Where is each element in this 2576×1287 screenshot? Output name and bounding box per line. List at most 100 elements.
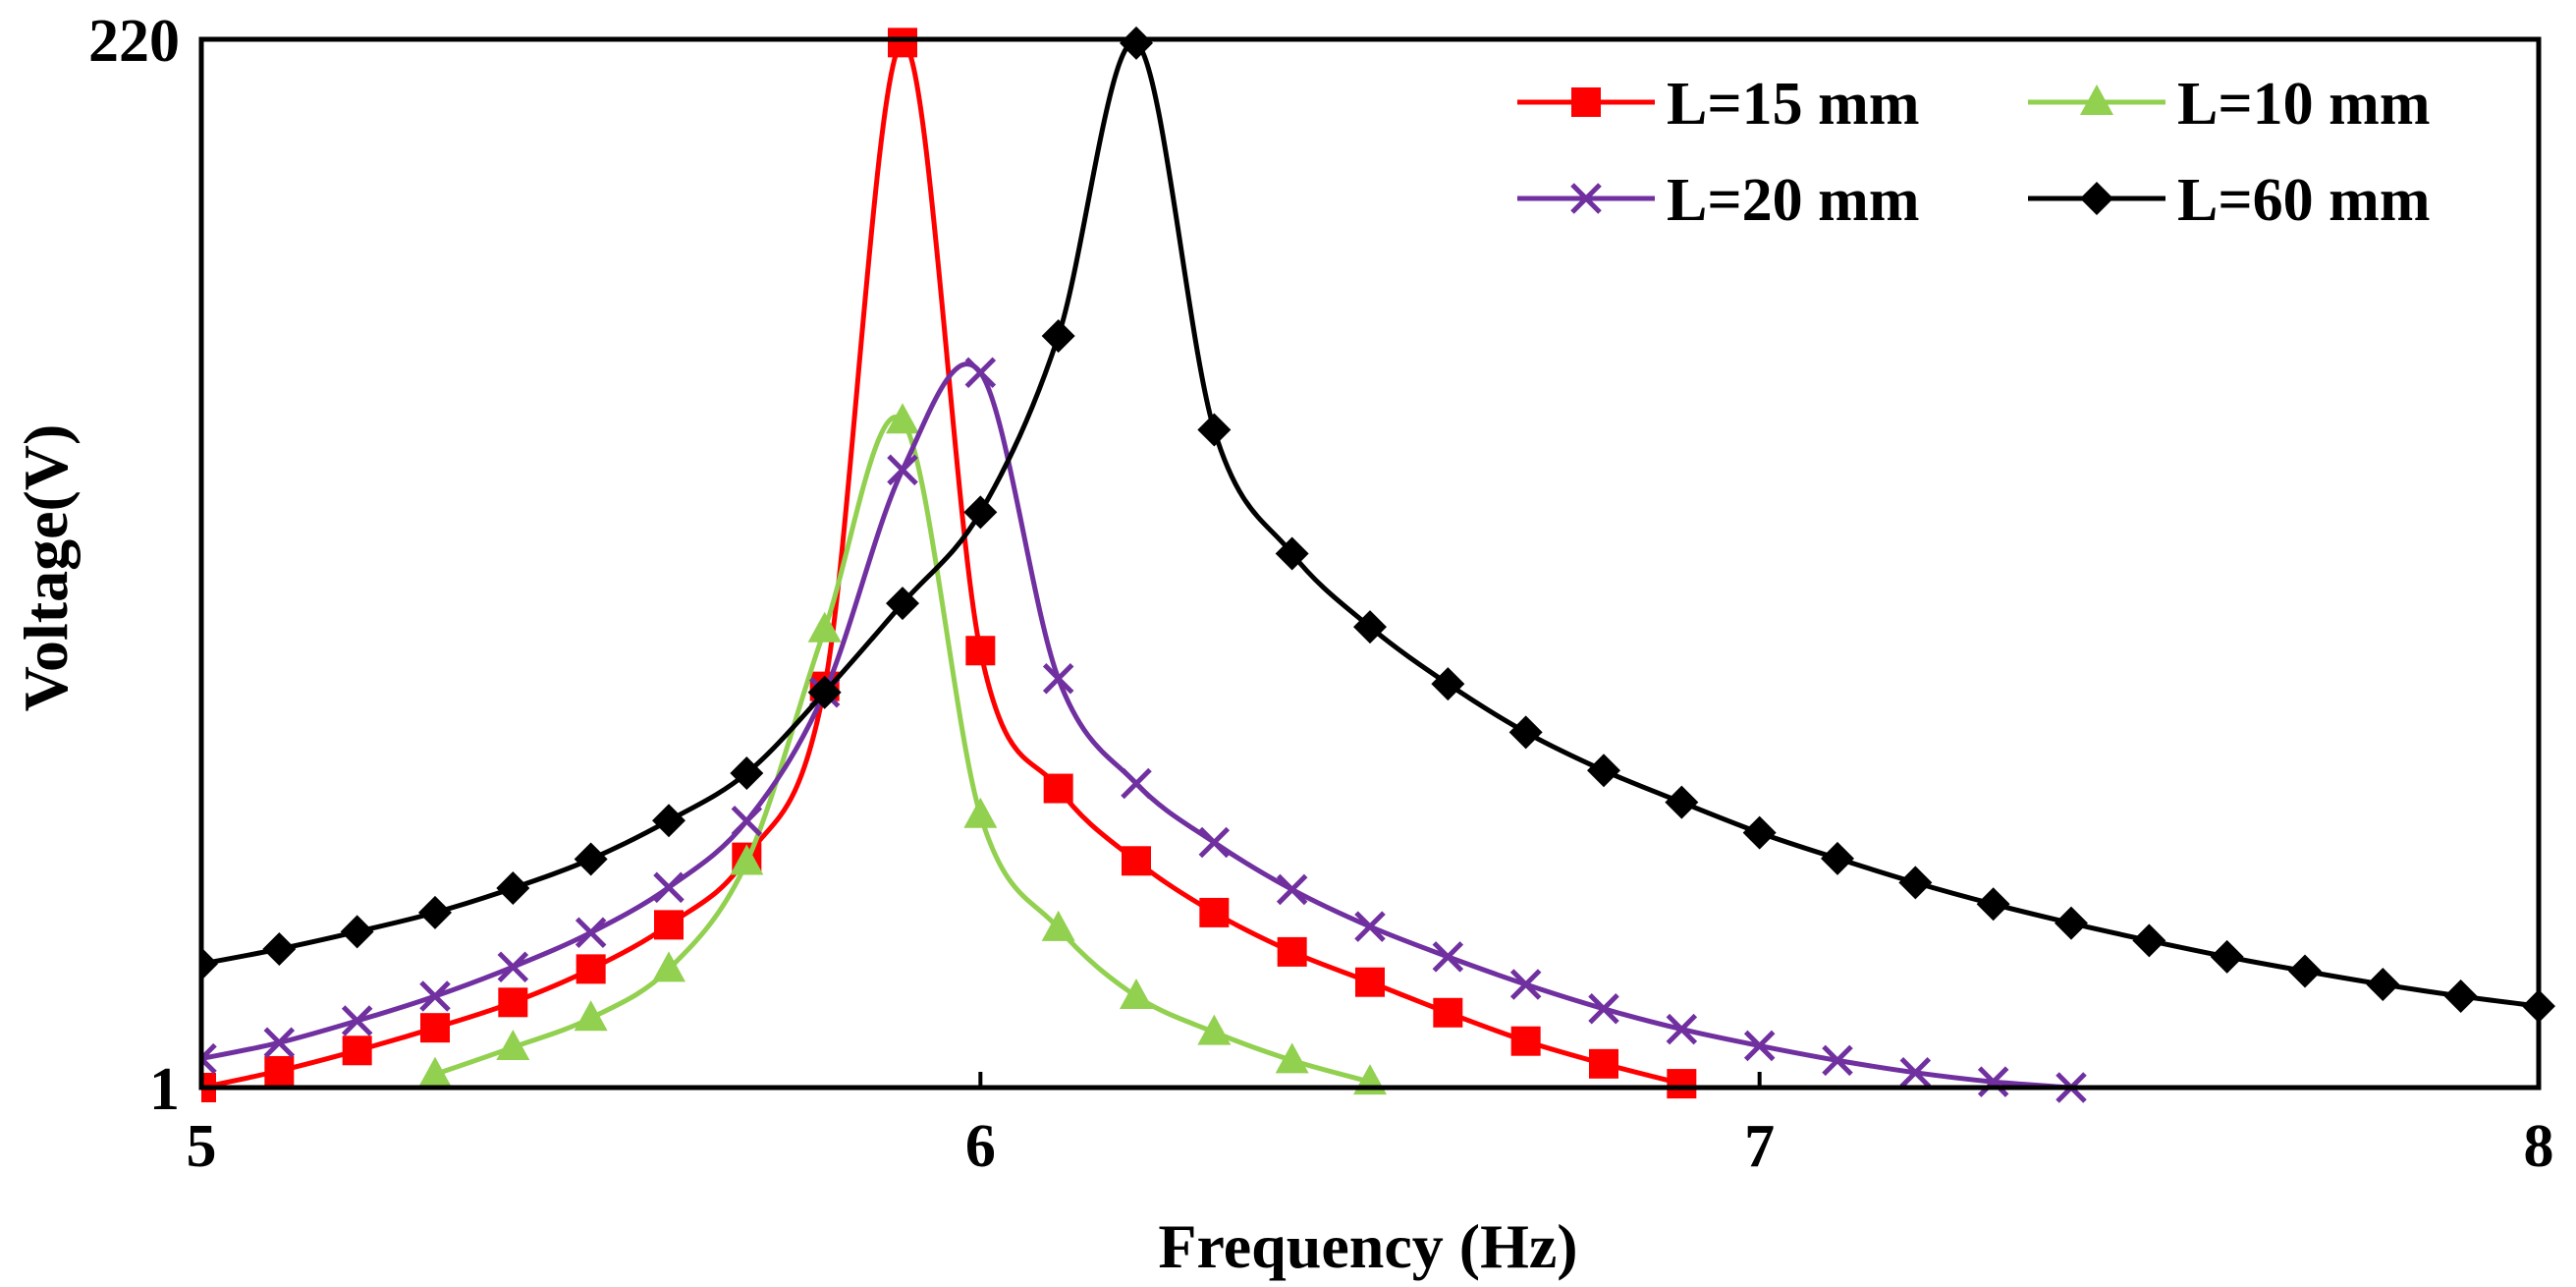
y-tick-label-1: 220 <box>88 8 180 75</box>
data-point-l-15-mm-19 <box>1667 1069 1697 1099</box>
data-point-l-20-mm-19 <box>1666 1013 1698 1045</box>
data-point-l-20-mm-9 <box>887 454 918 486</box>
data-point-l-15-mm-9 <box>888 28 917 58</box>
data-point-l-60-mm-14 <box>1275 536 1309 571</box>
data-point-l-60-mm-13 <box>1197 413 1232 447</box>
x-axis-title: Frequency (Hz) <box>1158 1211 1577 1281</box>
data-point-l-10-mm-3 <box>652 951 685 982</box>
data-point-l-20-mm-14 <box>1276 873 1308 906</box>
data-point-l-15-mm-10 <box>965 636 996 666</box>
data-point-l-20-mm-3 <box>419 980 451 1012</box>
data-point-l-60-mm-1 <box>262 931 297 966</box>
legend-label-l-10-mm: L=10 mm <box>2177 71 2430 138</box>
data-point-l-10-mm-7 <box>963 797 998 828</box>
data-point-l-20-mm-6 <box>653 871 685 904</box>
data-point-l-60-mm-3 <box>418 895 452 929</box>
y-tick-label-0: 1 <box>149 1056 180 1123</box>
data-point-l-20-mm-1 <box>263 1027 296 1059</box>
data-point-l-10-mm-8 <box>1041 910 1075 941</box>
data-point-l-10-mm-5 <box>807 611 842 643</box>
data-point-l-10-mm-9 <box>1120 979 1153 1010</box>
data-point-l-60-mm-16 <box>1431 667 1465 701</box>
data-point-l-60-mm-12 <box>1120 26 1153 60</box>
data-point-l-20-mm-11 <box>1042 662 1074 695</box>
legend-label-l-15-mm: L=15 mm <box>1667 71 1919 138</box>
y-axis-title: Voltage(V) <box>11 424 81 712</box>
data-point-l-20-mm-7 <box>731 805 763 837</box>
data-point-l-60-mm-11 <box>1041 319 1075 354</box>
x-tick-label-3: 8 <box>2524 1113 2554 1180</box>
series-line-l-60-mm <box>201 39 2540 1009</box>
x-tick-label-0: 5 <box>187 1113 217 1180</box>
data-point-l-10-mm-1 <box>496 1030 530 1061</box>
data-point-l-20-mm-17 <box>1509 969 1542 1000</box>
data-point-l-15-mm-16 <box>1433 997 1463 1028</box>
data-point-l-15-mm-13 <box>1199 897 1230 927</box>
data-point-l-15-mm-18 <box>1589 1048 1618 1079</box>
series-l-10-mm <box>418 403 1387 1095</box>
data-point-l-10-mm-0 <box>418 1056 452 1088</box>
data-point-l-60-mm-6 <box>652 804 685 838</box>
data-point-l-60-mm-0 <box>201 947 218 981</box>
legend: L=15 mm L=10 mm L=20 mm L=60 mm <box>1517 71 2430 234</box>
data-point-l-60-mm-28 <box>2366 968 2400 1002</box>
series-l-60-mm <box>201 26 2555 1024</box>
legend-item-l-10-mm: L=10 mm <box>2028 71 2430 138</box>
data-point-l-60-mm-21 <box>1821 841 1854 875</box>
data-point-l-20-mm-22 <box>1899 1057 1932 1089</box>
data-point-l-60-mm-23 <box>1976 887 2010 922</box>
data-point-l-10-mm-11 <box>1275 1042 1309 1074</box>
legend-marker-l-20-mm <box>1570 183 1602 214</box>
data-point-l-60-mm-19 <box>1665 785 1699 819</box>
data-point-l-60-mm-27 <box>2288 954 2322 988</box>
data-point-l-15-mm-11 <box>1043 773 1073 804</box>
data-point-l-60-mm-29 <box>2443 979 2478 1014</box>
data-point-l-20-mm-20 <box>1743 1030 1776 1062</box>
plot-area <box>201 39 2539 1088</box>
data-point-l-60-mm-10 <box>963 495 998 530</box>
data-point-l-60-mm-7 <box>730 756 764 791</box>
series-layer <box>201 26 2555 1103</box>
data-point-l-20-mm-15 <box>1354 911 1386 942</box>
x-tick-label-2: 7 <box>1744 1113 1775 1180</box>
series-l-20-mm <box>201 357 2087 1103</box>
data-point-l-60-mm-4 <box>496 871 530 906</box>
data-point-l-20-mm-2 <box>341 1005 373 1036</box>
data-point-l-20-mm-18 <box>1588 993 1619 1025</box>
data-point-l-10-mm-4 <box>730 844 764 875</box>
data-point-l-15-mm-1 <box>264 1055 295 1086</box>
data-point-l-15-mm-4 <box>498 987 528 1018</box>
data-point-l-20-mm-10 <box>964 357 997 388</box>
data-point-l-15-mm-3 <box>420 1013 450 1043</box>
data-point-l-15-mm-14 <box>1277 936 1307 967</box>
legend-marker-l-15-mm <box>1571 87 1601 117</box>
series-l-15-mm <box>201 28 1697 1102</box>
data-point-l-10-mm-10 <box>1197 1014 1232 1045</box>
data-point-l-60-mm-18 <box>1587 754 1620 788</box>
data-point-l-20-mm-21 <box>1822 1044 1853 1077</box>
data-point-l-60-mm-2 <box>340 915 374 949</box>
data-point-l-20-mm-0 <box>201 1042 217 1075</box>
data-point-l-60-mm-26 <box>2210 939 2244 974</box>
data-point-l-15-mm-17 <box>1510 1026 1541 1056</box>
data-point-l-20-mm-23 <box>1977 1066 2009 1097</box>
data-point-l-20-mm-16 <box>1432 941 1464 973</box>
data-point-l-60-mm-15 <box>1353 610 1387 644</box>
data-point-l-15-mm-2 <box>342 1035 372 1066</box>
data-point-l-60-mm-17 <box>1508 715 1543 750</box>
data-point-l-15-mm-5 <box>575 954 606 984</box>
data-point-l-20-mm-13 <box>1198 826 1231 859</box>
legend-marker-l-60-mm <box>2080 182 2113 215</box>
plot-frame <box>198 36 2542 1091</box>
axis-layer: 5 6 7 8 1 220 <box>88 8 2554 1180</box>
data-point-l-60-mm-22 <box>1898 866 1933 900</box>
x-tick-label-1: 6 <box>965 1113 996 1180</box>
data-point-l-15-mm-6 <box>654 910 684 940</box>
data-point-l-60-mm-5 <box>574 842 608 876</box>
data-point-l-20-mm-4 <box>497 951 529 983</box>
legend-item-l-15-mm: L=15 mm <box>1517 71 1919 138</box>
data-point-l-60-mm-9 <box>886 587 919 621</box>
data-point-l-15-mm-12 <box>1122 846 1151 876</box>
data-point-l-60-mm-8 <box>807 675 842 709</box>
